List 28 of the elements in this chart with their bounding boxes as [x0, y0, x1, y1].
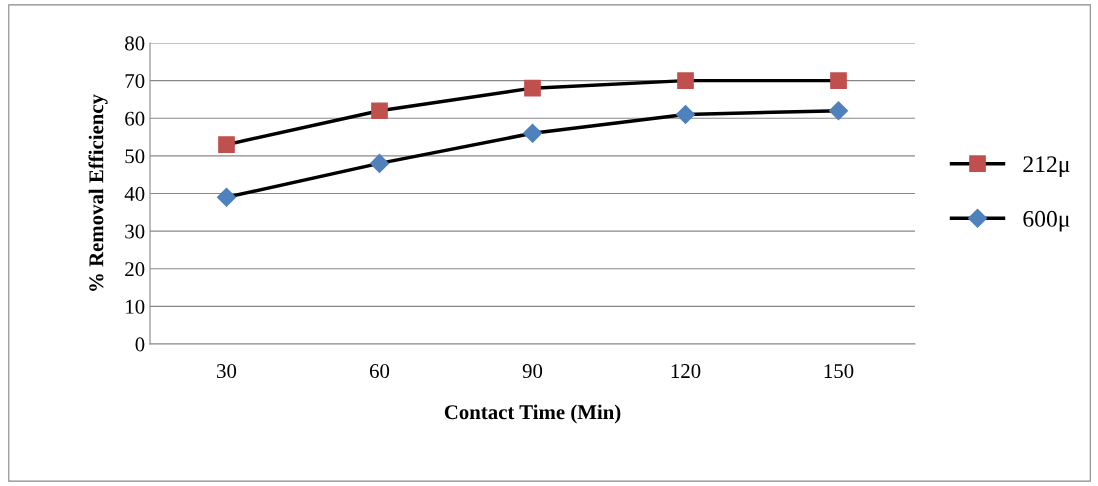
y-tick-label: 40 — [124, 186, 145, 201]
legend-label: 212μ — [1023, 156, 1070, 177]
point — [216, 187, 237, 207]
x-tick-label: 90 — [522, 364, 543, 379]
point — [675, 104, 696, 125]
y-axis-title: % Removal Efficiency — [88, 94, 108, 291]
y-tick-label: 70 — [125, 74, 145, 89]
y-tick-label: 60 — [125, 111, 145, 126]
x-tick-label: 60 — [369, 364, 390, 379]
point — [830, 72, 847, 89]
x-tick-label: 30 — [217, 364, 237, 379]
x-tick-label: 150 — [824, 364, 854, 379]
legend-label: 600μ — [1023, 210, 1070, 232]
point — [218, 136, 235, 153]
y-tick-label: 0 — [135, 337, 145, 352]
y-tick-label: 50 — [125, 149, 145, 164]
point — [677, 72, 694, 89]
point — [522, 123, 543, 143]
point — [369, 153, 390, 173]
point — [828, 101, 849, 121]
y-tick-label: 80 — [125, 36, 145, 51]
x-axis-title: Contact Time (Min) — [444, 404, 621, 424]
point — [524, 79, 541, 97]
y-tick-label: 10 — [126, 299, 145, 314]
x-tick-label: 120 — [671, 364, 701, 379]
y-tick-label: 20 — [125, 262, 145, 277]
y-tick-label: 30 — [125, 224, 145, 239]
point — [371, 102, 388, 120]
